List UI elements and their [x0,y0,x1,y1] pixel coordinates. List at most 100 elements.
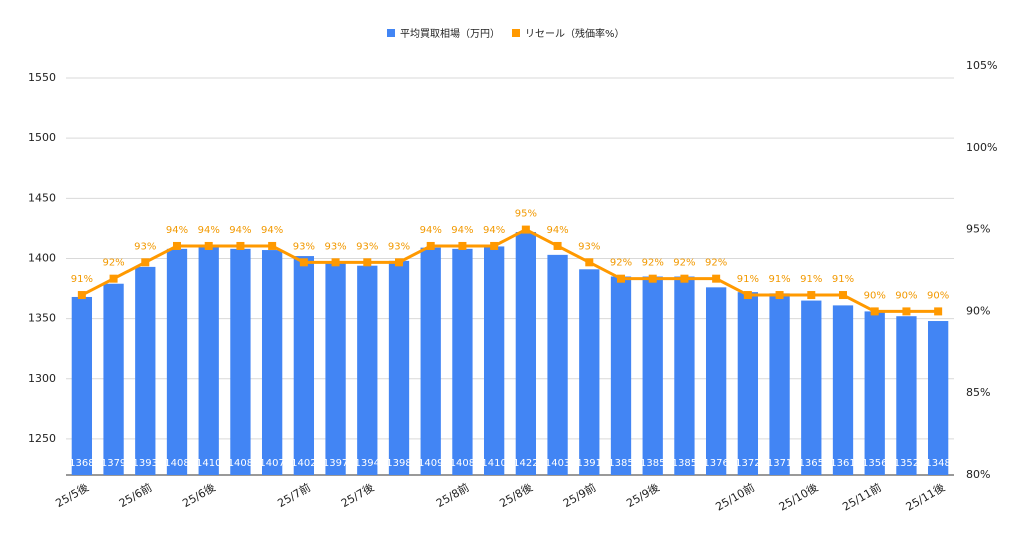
bar-value-label: 1372 [735,458,760,469]
data-label: 93% [324,241,346,252]
bar-value-label: 1403 [545,458,570,469]
data-label: 93% [293,241,315,252]
line-marker [553,241,562,250]
data-label: 92% [610,258,632,269]
x-tick-label: 25/11後 [903,480,947,513]
data-label: 94% [198,225,220,236]
line-marker [934,307,943,316]
y2-tick-label: 95% [966,223,990,236]
data-label: 92% [705,258,727,269]
x-tick-label: 25/9後 [624,480,662,510]
data-label: 93% [356,241,378,252]
line-marker [680,274,689,283]
line-marker [490,241,499,250]
bar-value-label: 1398 [386,458,411,469]
bar-value-label: 1397 [323,458,348,469]
bar-value-label: 1402 [291,458,316,469]
line-marker [141,258,150,267]
line-marker [775,291,784,300]
x-tick-label: 25/8後 [497,480,535,510]
y-tick-label: 1450 [28,191,56,204]
bar [452,248,473,475]
line-marker [458,241,467,250]
bar [230,248,251,475]
bar-value-label: 1391 [577,458,602,469]
data-label: 90% [927,290,949,301]
bar [166,248,188,475]
data-label: 95% [515,209,537,220]
bar-value-label: 1379 [101,458,126,469]
bar [547,254,568,475]
bar [801,300,822,475]
data-label: 93% [388,241,410,252]
line-marker [743,291,752,300]
bar-value-label: 1385 [672,458,697,469]
data-label: 94% [166,225,188,236]
bar [135,266,156,475]
data-label: 91% [71,274,93,285]
bar-value-label: 1371 [767,458,792,469]
bar-value-label: 1394 [355,458,380,469]
data-label: 94% [420,225,442,236]
data-label: 91% [832,274,854,285]
bar [769,293,790,475]
line-marker [839,291,847,300]
bar [71,296,93,475]
y-tick-label: 1250 [28,432,56,445]
bar [927,321,949,475]
bar [610,276,632,475]
y2-tick-label: 90% [966,304,990,317]
bar [515,232,537,475]
x-tick-label: 25/8前 [434,480,472,510]
line [81,227,939,313]
x-tick-label: 25/6前 [116,480,154,510]
line-marker [712,274,721,283]
line-marker [173,241,181,250]
bar [737,292,759,475]
bar-value-label: 1393 [133,458,158,469]
bar-value-label: 1361 [830,458,855,469]
bar [357,265,378,475]
data-label: 92% [642,258,664,269]
bar-value-label: 1348 [925,458,950,469]
bar [325,262,346,475]
data-label: 94% [451,225,473,236]
data-label: 94% [261,225,283,236]
bar-value-label: 1376 [703,458,728,469]
line-marker [268,241,277,250]
bar-value-label: 1365 [799,458,824,469]
bar [642,276,663,475]
legend-swatch [387,29,395,37]
data-label: 94% [546,225,568,236]
bar-value-label: 1385 [608,458,633,469]
legend-label: リセール（残価率%） [525,27,625,40]
bar-value-label: 1410 [196,458,221,469]
data-label: 91% [800,274,822,285]
line-marker [299,258,308,267]
bar [293,256,315,475]
y-tick-label: 1300 [28,372,56,385]
x-tick-label: 25/5後 [53,480,91,510]
y2-tick-label: 85% [966,386,990,399]
line-marker [204,241,213,250]
bar-value-label: 1408 [450,458,475,469]
line-marker [648,274,657,283]
bar-value-label: 1356 [862,458,887,469]
line-marker [363,258,372,267]
line-marker [236,241,245,250]
x-tick-label: 25/7前 [275,480,313,510]
data-label: 90% [864,290,886,301]
data-label: 90% [895,290,917,301]
bar [420,247,441,475]
bar [896,316,917,475]
data-label: 91% [768,274,790,285]
bar-value-label: 1352 [894,458,919,469]
line-marker [521,225,530,234]
bar [483,246,505,475]
bar-value-label: 1368 [69,458,94,469]
line-marker [617,274,625,283]
y2-tick-label: 80% [966,468,990,481]
bar-value-label: 1385 [640,458,665,469]
data-label: 94% [229,225,251,236]
